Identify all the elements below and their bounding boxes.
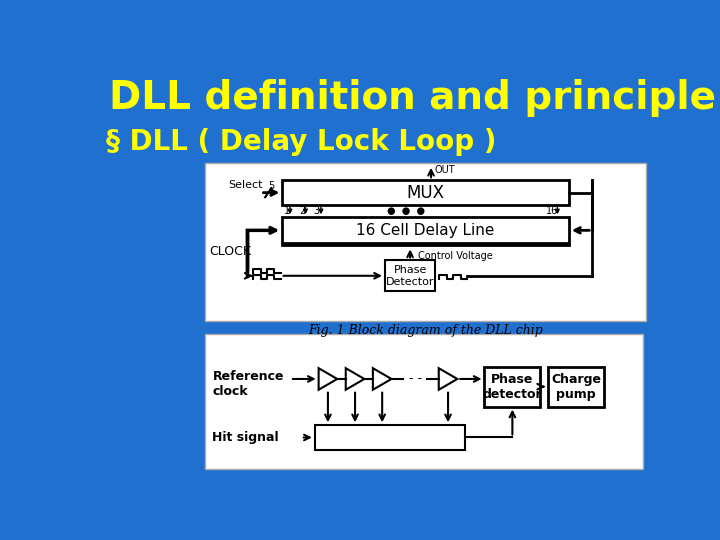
Text: 5: 5: [269, 181, 274, 191]
Bar: [204, 334, 642, 469]
Text: DLL definition and principle: DLL definition and principle: [109, 79, 716, 117]
Text: ●  ●  ●: ● ● ●: [387, 206, 425, 216]
Bar: [548, 367, 604, 407]
Bar: [204, 164, 647, 321]
Text: 2: 2: [300, 206, 305, 215]
Text: - -: - -: [405, 373, 426, 386]
Text: MUX: MUX: [407, 184, 444, 201]
Text: CLOCK: CLOCK: [210, 245, 251, 259]
Text: Fig. 1 Block diagram of the DLL chip: Fig. 1 Block diagram of the DLL chip: [308, 325, 543, 338]
Text: OUT: OUT: [435, 165, 456, 174]
Text: § DLL ( Delay Lock Loop ): § DLL ( Delay Lock Loop ): [106, 128, 496, 156]
Text: Select: Select: [228, 180, 263, 190]
Text: Charge
pump: Charge pump: [551, 373, 601, 401]
Text: Control Voltage: Control Voltage: [418, 251, 492, 261]
Text: 16 Cell Delay Line: 16 Cell Delay Line: [356, 223, 495, 238]
Text: 3: 3: [313, 206, 320, 215]
Bar: [282, 217, 569, 244]
Text: Phase
detector: Phase detector: [482, 373, 542, 401]
Text: 1: 1: [284, 206, 290, 215]
Text: 16: 16: [546, 206, 558, 215]
Bar: [485, 367, 540, 407]
Bar: [282, 180, 569, 205]
Text: Phase
Detector: Phase Detector: [386, 265, 434, 287]
Bar: [315, 425, 465, 450]
Bar: [385, 260, 436, 291]
Text: Reference
clock: Reference clock: [212, 370, 284, 399]
Text: Hit signal: Hit signal: [212, 431, 279, 444]
